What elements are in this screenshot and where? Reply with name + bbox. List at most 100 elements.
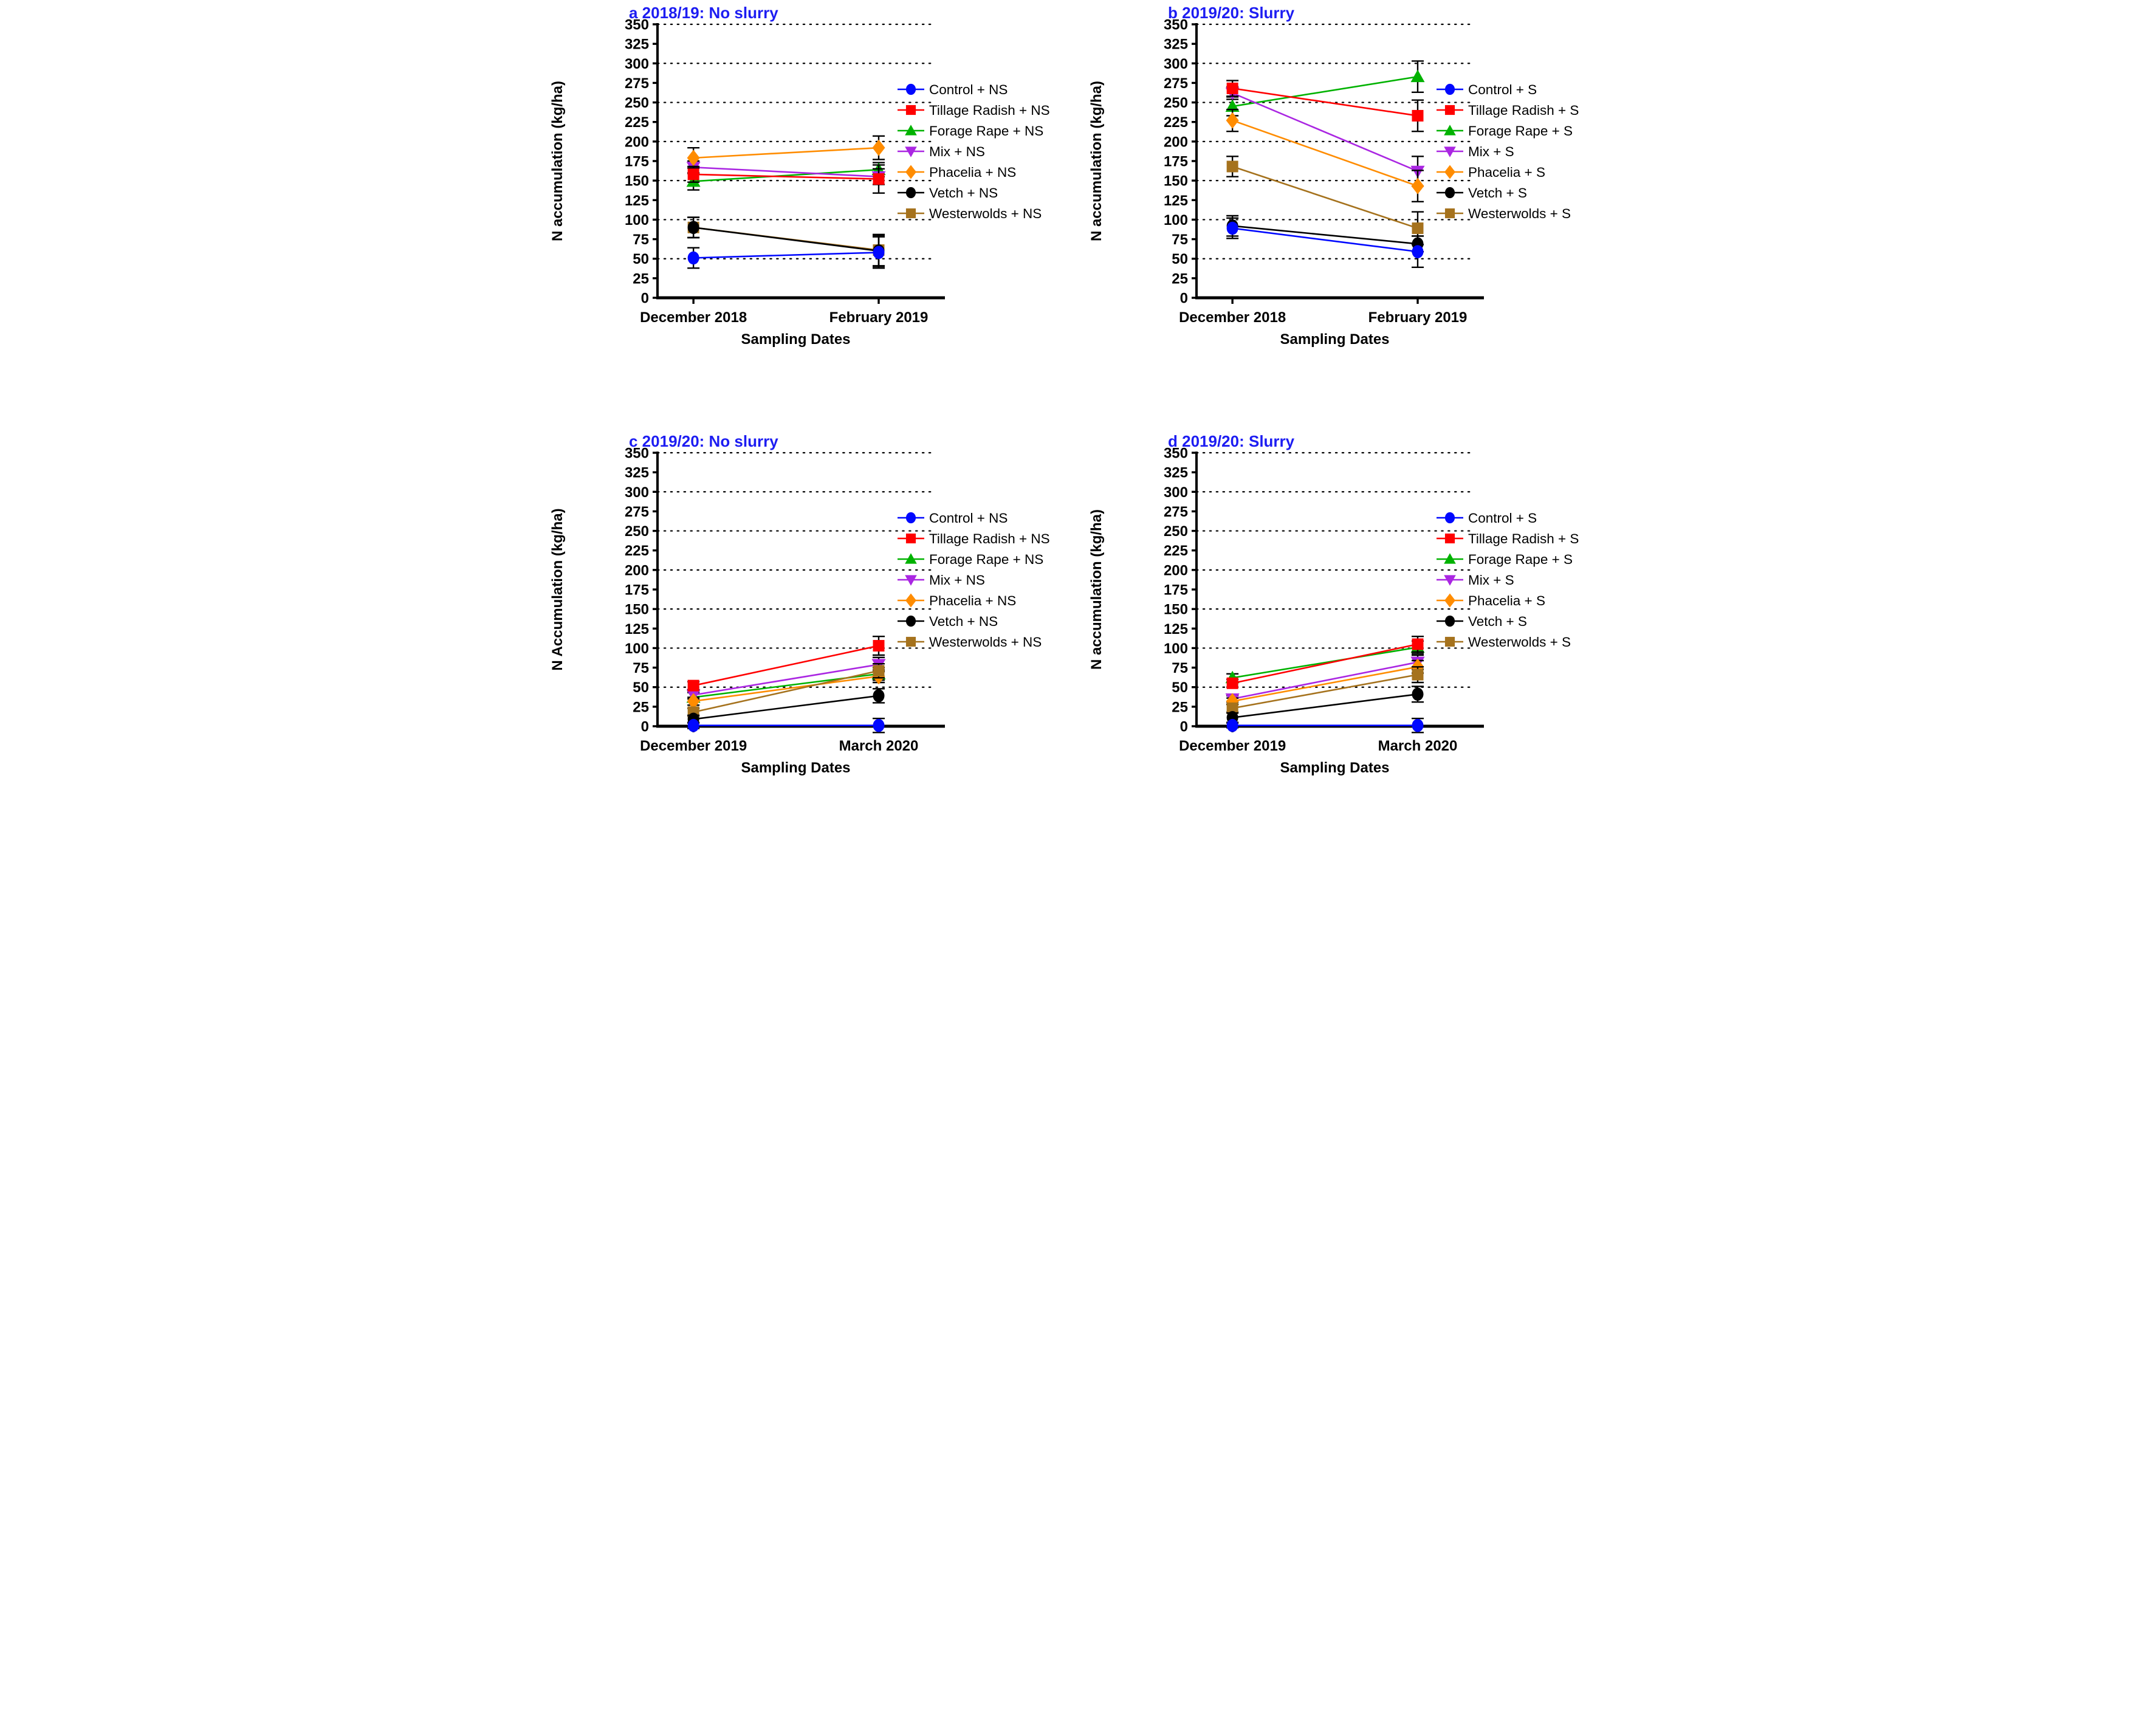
y-tick-label: 200 <box>1164 134 1188 150</box>
panel-b: b 2019/20: Slurry 0 25 50 75 100 125 150 175 200 2… <box>1078 0 1617 428</box>
legend-label: Vetch + S <box>1468 185 1527 201</box>
data-point-marker <box>1412 668 1424 681</box>
legend-label: Control + S <box>1468 510 1537 526</box>
y-tick-label: 75 <box>1172 660 1188 676</box>
y-tick-label: 175 <box>625 582 649 599</box>
legend-marker <box>1444 165 1455 179</box>
legend-label: Tillage Radish + S <box>1468 531 1579 546</box>
legend-marker <box>1444 575 1456 586</box>
data-point-marker <box>1412 718 1424 732</box>
panel-title: d 2019/20: Slurry <box>1168 432 1295 450</box>
data-point-marker <box>1412 222 1424 235</box>
y-tick-label: 200 <box>1164 562 1188 579</box>
legend-label: Mix + S <box>1468 572 1514 588</box>
legend-item: Control + NS <box>898 510 1008 526</box>
legend-label: Tillage Radish + NS <box>929 103 1050 118</box>
y-tick-label: 225 <box>1164 114 1188 131</box>
legend-label: Phacelia + S <box>1468 165 1545 180</box>
data-point-marker <box>687 168 699 180</box>
data-point-marker <box>687 718 699 732</box>
y-tick-label: 275 <box>625 504 649 520</box>
legend-item: Vetch + S <box>1437 185 1527 201</box>
y-tick-label: 225 <box>1164 543 1188 559</box>
y-tick-label: 25 <box>1172 270 1188 287</box>
series-line <box>1232 693 1418 719</box>
series-line <box>1232 673 1418 709</box>
legend-item: Control + NS <box>898 82 1008 97</box>
y-tick-label: 350 <box>625 17 649 33</box>
y-tick-label: 150 <box>625 602 649 618</box>
x-category-label: February 2019 <box>829 309 929 326</box>
y-tick-label: 25 <box>633 699 649 715</box>
panel-a-chart: a 2018/19: No slurry 0 25 50 75 100 125 150 175 2… <box>549 4 1050 348</box>
y-tick-label: 0 <box>641 290 649 307</box>
series-line <box>693 252 879 259</box>
panel-b-chart: b 2019/20: Slurry 0 25 50 75 100 125 150 175 200 2… <box>1088 4 1579 348</box>
legend-marker <box>1444 533 1455 544</box>
series-line <box>1232 75 1418 108</box>
panel-a: a 2018/19: No slurry 0 25 50 75 100 125 150 175 2… <box>539 0 1078 428</box>
y-axis-title: N accumulation (kg/ha) <box>1088 81 1105 241</box>
y-tick-label: 100 <box>625 641 649 657</box>
data-point-marker <box>1226 82 1238 94</box>
data-point-marker <box>873 173 885 185</box>
y-tick-label: 325 <box>625 465 649 481</box>
legend-marker <box>1444 636 1455 647</box>
legend-item: Phacelia + S <box>1437 165 1545 180</box>
data-point-marker <box>873 246 885 259</box>
legend-label: Westerwolds + S <box>1468 206 1571 221</box>
x-category-label: March 2020 <box>1378 738 1458 754</box>
legend-item: Forage Rape + S <box>1437 123 1573 139</box>
panel-title: a 2018/19: No slurry <box>629 4 778 22</box>
legend-item: Tillage Radish + NS <box>898 531 1050 546</box>
y-tick-label: 350 <box>625 445 649 462</box>
panel-d: d 2019/20: Slurry 0 25 50 75 100 125 150 175 200 2… <box>1078 428 1617 857</box>
y-tick-label: 200 <box>625 562 649 579</box>
legend-label: Control + NS <box>929 510 1008 526</box>
legend-label: Tillage Radish + NS <box>929 531 1050 546</box>
legend-item: Mix + NS <box>898 572 985 588</box>
y-tick-label: 175 <box>1164 154 1188 170</box>
x-category-label: December 2018 <box>640 309 747 326</box>
y-axis-title: N Accumulation (kg/ha) <box>549 508 566 670</box>
y-tick-label: 275 <box>1164 75 1188 92</box>
series-line <box>693 645 879 687</box>
legend-marker <box>905 553 917 564</box>
legend-label: Mix + NS <box>929 572 985 588</box>
y-tick-label: 300 <box>1164 56 1188 72</box>
legend-label: Forage Rape + NS <box>929 552 1043 567</box>
x-category-label: December 2018 <box>1179 309 1286 326</box>
legend-marker <box>1444 83 1455 95</box>
y-tick-label: 300 <box>1164 484 1188 501</box>
data-point-marker <box>687 221 699 235</box>
y-tick-label: 100 <box>1164 641 1188 657</box>
legend-marker <box>905 636 916 647</box>
legend-item: Tillage Radish + S <box>1437 531 1579 546</box>
legend-label: Control + NS <box>929 82 1008 97</box>
legend-label: Control + S <box>1468 82 1537 97</box>
x-category-label: December 2019 <box>640 738 747 754</box>
legend-label: Vetch + S <box>1468 614 1527 629</box>
x-category-label: December 2019 <box>1179 738 1286 754</box>
y-tick-label: 25 <box>633 270 649 287</box>
legend-item: Forage Rape + NS <box>898 552 1043 567</box>
legend-label: Phacelia + NS <box>929 165 1016 180</box>
legend-label: Westerwolds + S <box>1468 634 1571 650</box>
data-point-marker <box>687 150 700 167</box>
data-point-marker <box>872 139 885 156</box>
legend-label: Mix + S <box>1468 144 1514 159</box>
legend: Control + S Tillage Radish + S Forage Rape… <box>1437 510 1579 650</box>
series-line <box>693 168 879 182</box>
legend-marker <box>905 512 916 524</box>
y-tick-label: 325 <box>1164 465 1188 481</box>
data-point-marker <box>1226 677 1238 689</box>
y-tick-label: 100 <box>1164 212 1188 229</box>
x-axis-title: Sampling Dates <box>1280 331 1389 348</box>
legend-item: Vetch + S <box>1437 614 1527 629</box>
x-axis-title: Sampling Dates <box>741 760 850 776</box>
y-tick-label: 50 <box>1172 251 1188 267</box>
y-tick-label: 100 <box>625 212 649 229</box>
series-line <box>1232 666 1418 703</box>
y-tick-label: 350 <box>1164 445 1188 462</box>
series-line <box>693 166 879 178</box>
